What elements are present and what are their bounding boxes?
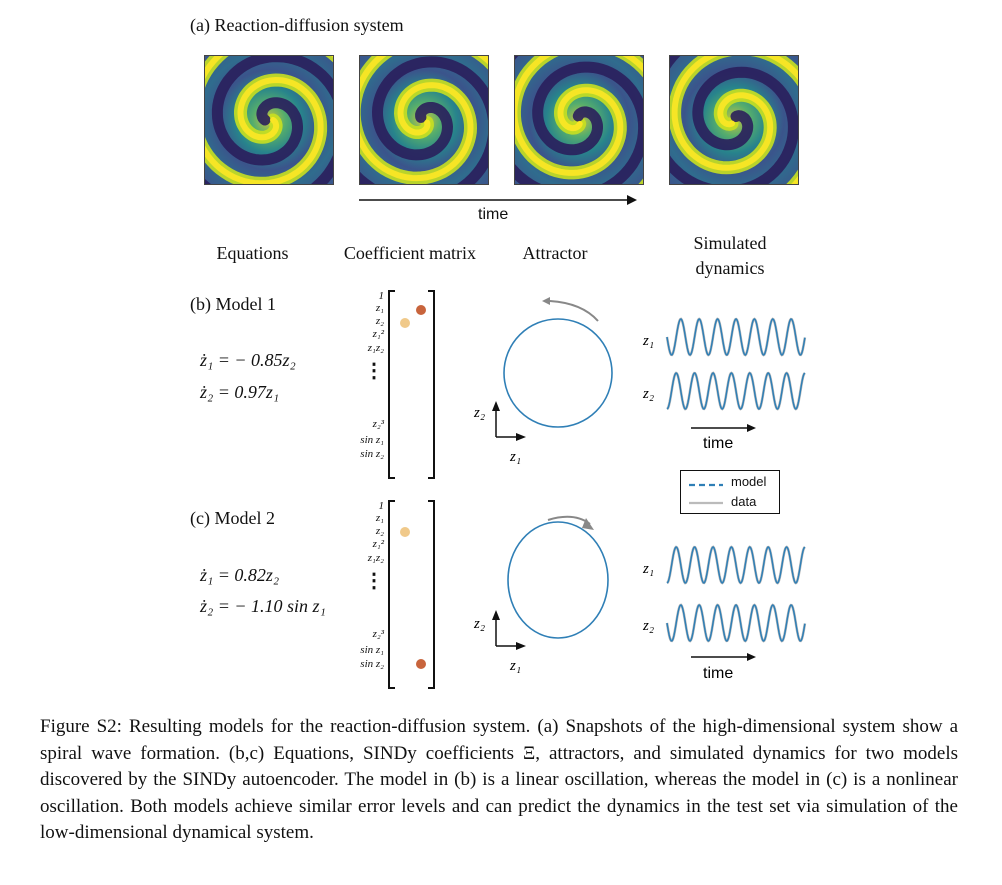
snapshot-3 <box>514 55 644 185</box>
model-series-line <box>666 604 806 642</box>
panel-a-title: (a) Reaction-diffusion system <box>190 15 404 35</box>
model1-coef-z1-dot <box>416 305 426 315</box>
library-term: z₁ <box>375 512 384 524</box>
legend: model data <box>680 470 780 514</box>
model1-time-label: time <box>703 435 733 452</box>
col-head-equations: Equations <box>216 243 289 263</box>
legend-model: model <box>731 474 767 489</box>
model1-label: (b) Model 1 <box>190 294 276 314</box>
library-term: z₁² <box>372 328 384 340</box>
model1-coef-z2-dot <box>400 318 410 328</box>
library-term: sin z₁ <box>360 434 384 446</box>
legend-data: data <box>731 494 757 509</box>
model2-time-label: time <box>703 665 733 682</box>
time-arrow <box>359 195 637 205</box>
model2-label: (c) Model 2 <box>190 508 275 528</box>
model2-axis-y: z₂ <box>473 616 485 632</box>
model-series-line <box>666 318 806 356</box>
library-term: z₂ <box>375 315 384 327</box>
model1-coefficient-matrix <box>388 290 435 479</box>
model2-attractor: z₂ z₁ <box>473 515 609 674</box>
library-term: sin z₂ <box>360 658 384 670</box>
model1-eq1: ż₁ = − 0.85z₂ <box>200 350 296 370</box>
model2-series-z1: z₁ <box>642 561 654 577</box>
col-head-attractor: Attractor <box>522 243 588 263</box>
library-term: z₁² <box>372 538 384 550</box>
model2-attractor-orbit <box>507 521 609 639</box>
model1-axis-x: z₁ <box>509 449 521 465</box>
col-head-coefficient-matrix: Coefficient matrix <box>343 243 477 263</box>
library-term: z₁z₂ <box>367 552 384 564</box>
model1-axis-y: z₂ <box>473 405 485 421</box>
model1-series-z2: z₂ <box>642 386 654 402</box>
model1-attractor-orbit <box>503 318 613 428</box>
library-term: z₂³ <box>372 418 384 430</box>
model2-direction-arrow <box>582 518 594 530</box>
model1-attractor: z₂ z₁ <box>473 297 613 465</box>
model2-simulated-dynamics: z₁ z₂ time <box>642 545 807 682</box>
col-head-simulated-dynamics: Simulated dynamics <box>670 231 790 281</box>
model-series-line <box>666 546 806 584</box>
model2-eq1: ż₁ = 0.82z₂ <box>200 565 280 585</box>
snapshot-4 <box>669 55 799 185</box>
figure-caption: Figure S2: Resulting models for the reac… <box>40 716 958 843</box>
model2-series-z2: z₂ <box>642 618 654 634</box>
snapshot-1 <box>204 55 334 185</box>
model2-eq2: ż₂ = − 1.10 sin z₁ <box>200 596 326 616</box>
model1-eq2: ż₂ = 0.97z₁ <box>200 382 280 402</box>
model2-axis-x: z₁ <box>509 658 521 674</box>
time-label-a: time <box>478 206 509 223</box>
col-head-simulated-line2: dynamics <box>695 258 765 278</box>
snapshot-2 <box>359 55 489 185</box>
library-term: z₂³ <box>372 628 384 640</box>
model-series-line <box>666 372 806 410</box>
model1-series-z1: z₁ <box>642 333 654 349</box>
library-term: ⋮ <box>364 360 384 382</box>
library-term: z₁z₂ <box>367 342 384 354</box>
library-term: sin z₁ <box>360 644 384 656</box>
library-term: ⋮ <box>364 570 384 592</box>
model2-coefficient-matrix <box>388 500 435 689</box>
library-term: sin z₂ <box>360 448 384 460</box>
library-term: 1 <box>378 500 385 512</box>
library-term: 1 <box>378 290 385 302</box>
model2-coef-z2-dot <box>400 527 410 537</box>
library-term: z₂ <box>375 525 384 537</box>
model2-coef-sinz1-dot <box>416 659 426 669</box>
model1-direction-arrow <box>542 297 550 305</box>
model1-simulated-dynamics: z₁ z₂ time <box>642 317 807 452</box>
library-term: z₁ <box>375 302 384 314</box>
col-head-simulated-line1: Simulated <box>693 233 767 253</box>
